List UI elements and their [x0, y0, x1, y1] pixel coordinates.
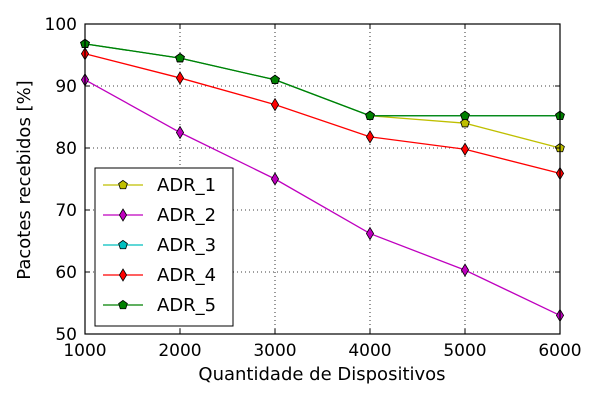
data-point — [270, 172, 280, 186]
series-markers-adr-3 — [80, 38, 565, 120]
y-tick-label: 100 — [45, 15, 77, 35]
legend: ADR_1 ADR_2 ADR_3 ADR_4 ADR_5 — [94, 167, 234, 327]
series-markers-adr-5 — [80, 38, 565, 120]
legend-item: ADR_5 — [103, 295, 216, 316]
y-tick-label: 80 — [55, 139, 77, 159]
axis-ticks — [84, 23, 561, 335]
data-point — [365, 130, 375, 144]
legend-box — [94, 167, 234, 327]
data-point — [365, 226, 375, 241]
series-line-adr-1 — [84, 43, 561, 149]
legend-label: ADR_4 — [157, 265, 216, 286]
series-markers-adr-1 — [80, 38, 565, 153]
series-line-adr-4 — [84, 53, 561, 175]
data-point — [175, 53, 185, 63]
legend-item: ADR_1 — [103, 175, 216, 196]
legend-item: ADR_2 — [103, 205, 216, 226]
legend-label: ADR_2 — [157, 205, 216, 226]
data-point — [460, 263, 470, 277]
legend-label: ADR_5 — [157, 295, 216, 316]
data-point — [175, 125, 185, 140]
legend-marker — [118, 299, 128, 310]
x-tick-label: 3000 — [253, 341, 296, 361]
series-line-adr-5 — [84, 43, 560, 117]
x-tick-label: 1000 — [63, 341, 106, 361]
legend-marker — [118, 208, 128, 222]
data-point — [460, 142, 470, 157]
data-point — [175, 71, 185, 85]
legend-item: ADR_3 — [103, 235, 216, 256]
x-tick-label: 6000 — [538, 341, 581, 361]
legend-label: ADR_3 — [157, 235, 216, 256]
series-line-adr-2 — [84, 79, 561, 316]
axis-tick-labels: 1000 2000 3000 4000 5000 6000 50 60 70 80 90 100 — [45, 15, 582, 361]
y-axis-label: Pacotes recebidos [%] — [14, 80, 35, 279]
y-tick-label: 60 — [55, 263, 77, 283]
x-axis-label: Quantidade de Dispositivos — [198, 364, 445, 385]
y-tick-label: 50 — [55, 325, 77, 345]
legend-marker — [118, 239, 128, 250]
series-markers-adr-4 — [80, 46, 565, 181]
legend-marker — [118, 268, 128, 282]
plot-frame — [84, 23, 561, 335]
x-tick-label: 2000 — [158, 341, 201, 361]
data-point — [365, 110, 375, 120]
series-lines — [84, 43, 561, 316]
x-tick-label: 5000 — [443, 341, 486, 361]
data-point — [460, 110, 470, 120]
data-point — [270, 74, 280, 84]
legend-marker — [118, 179, 128, 190]
data-point — [270, 97, 280, 112]
y-tick-label: 70 — [55, 201, 77, 221]
x-tick-label: 4000 — [348, 341, 391, 361]
data-point — [460, 118, 470, 128]
y-tick-label: 90 — [55, 77, 77, 97]
legend-item: ADR_4 — [103, 265, 216, 286]
legend-label: ADR_1 — [157, 175, 216, 196]
